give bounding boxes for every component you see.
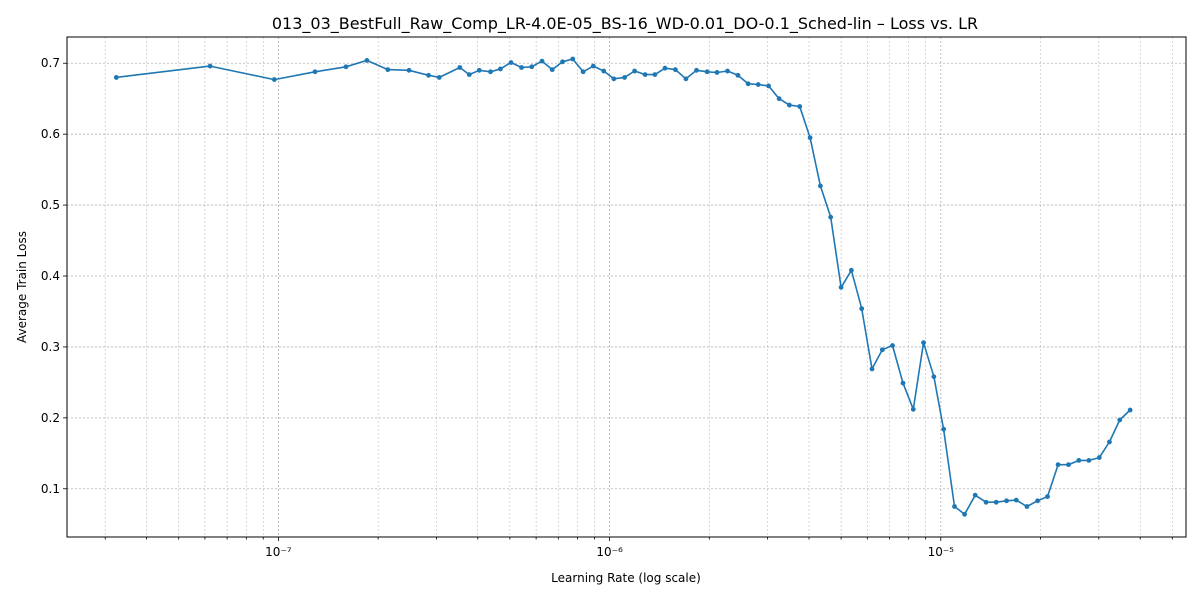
- y-tick-label: 0.5: [41, 198, 60, 212]
- data-point: [488, 69, 493, 75]
- data-point: [1024, 504, 1030, 509]
- data-point: [539, 58, 545, 64]
- data-point: [725, 68, 730, 74]
- data-point: [941, 426, 947, 432]
- data-point: [838, 284, 844, 290]
- data-point: [890, 343, 895, 348]
- data-point: [1096, 455, 1102, 460]
- data-point: [879, 347, 885, 353]
- data-point: [312, 69, 318, 75]
- data-point: [1107, 439, 1112, 445]
- y-tick-label: 0.7: [41, 56, 60, 70]
- data-point: [745, 81, 751, 87]
- data-point: [632, 68, 638, 74]
- data-point: [910, 406, 916, 412]
- data-point: [1066, 462, 1071, 468]
- data-point: [704, 69, 710, 75]
- data-point: [1127, 407, 1133, 413]
- plot-frame: [66, 36, 1187, 538]
- x-tick-label: 10⁻⁷: [265, 545, 292, 559]
- data-point: [859, 306, 865, 312]
- data-point: [952, 504, 957, 509]
- data-point: [993, 499, 999, 505]
- data-point: [364, 58, 370, 63]
- data-point: [271, 77, 277, 82]
- data-point: [962, 511, 967, 517]
- data-point: [972, 492, 978, 498]
- y-tick-label: 0.4: [41, 269, 60, 283]
- y-tick-label: 0.1: [41, 482, 60, 496]
- data-point: [766, 83, 771, 89]
- y-tick-label: 0.6: [41, 127, 60, 141]
- data-point: [1035, 498, 1040, 504]
- data-point: [406, 67, 412, 73]
- data-point: [931, 374, 937, 380]
- data-point: [560, 59, 565, 65]
- data-point: [476, 67, 482, 73]
- data-point: [735, 72, 741, 78]
- data-point: [466, 72, 472, 77]
- y-axis-label: Average Train Loss: [15, 231, 29, 343]
- y-tick-label: 0.3: [41, 340, 60, 354]
- x-tick-label: 10⁻⁵: [928, 545, 955, 559]
- y-tick-label: 0.2: [41, 411, 60, 425]
- data-point: [662, 65, 668, 71]
- x-tick-label: 10⁻⁶: [596, 545, 623, 559]
- data-point: [652, 72, 658, 77]
- series-layer: [113, 56, 1133, 517]
- data-point: [385, 67, 391, 73]
- x-axis-label: Learning Rate (log scale): [551, 571, 701, 585]
- data-point: [714, 70, 720, 75]
- data-point: [672, 67, 678, 73]
- data-point: [921, 340, 926, 346]
- data-point: [1045, 494, 1050, 499]
- data-point: [207, 63, 213, 69]
- data-point: [590, 63, 596, 69]
- data-point: [1086, 458, 1092, 463]
- data-point: [797, 104, 803, 109]
- loss-series-line: [116, 58, 1131, 516]
- data-point: [983, 499, 989, 505]
- ticks: 10⁻⁷ 10⁻⁶ 10⁻⁵ 0.1 0.2 0.3 0.4 0.5 0.6 0.7: [41, 56, 1173, 559]
- data-point: [694, 67, 699, 73]
- data-point: [786, 102, 792, 108]
- data-point: [776, 96, 782, 102]
- data-point: [642, 72, 648, 77]
- data-point: [601, 68, 607, 74]
- data-point: [113, 75, 119, 80]
- data-point: [549, 67, 555, 73]
- data-point: [1055, 462, 1061, 468]
- data-point: [497, 66, 503, 72]
- data-point: [426, 72, 431, 78]
- data-point: [580, 69, 586, 75]
- data-point: [1076, 458, 1082, 463]
- data-point: [1004, 498, 1009, 504]
- data-point: [683, 76, 689, 82]
- data-point: [457, 65, 463, 70]
- data-point: [508, 60, 514, 65]
- data-point: [869, 366, 875, 372]
- data-point: [828, 214, 834, 220]
- data-point: [519, 65, 524, 70]
- data-point: [807, 135, 813, 141]
- data-point: [1013, 497, 1019, 503]
- chart-title: 013_03_BestFull_Raw_Comp_LR-4.0E-05_BS-1…: [272, 14, 978, 34]
- data-point: [817, 183, 823, 189]
- data-point: [848, 267, 854, 273]
- data-point: [343, 64, 349, 70]
- data-point: [1117, 417, 1123, 423]
- data-point: [436, 75, 442, 80]
- data-point: [529, 64, 535, 70]
- data-point: [755, 82, 761, 87]
- data-point: [570, 56, 576, 62]
- data-point: [622, 75, 628, 80]
- data-point: [611, 76, 617, 82]
- data-point: [900, 380, 906, 386]
